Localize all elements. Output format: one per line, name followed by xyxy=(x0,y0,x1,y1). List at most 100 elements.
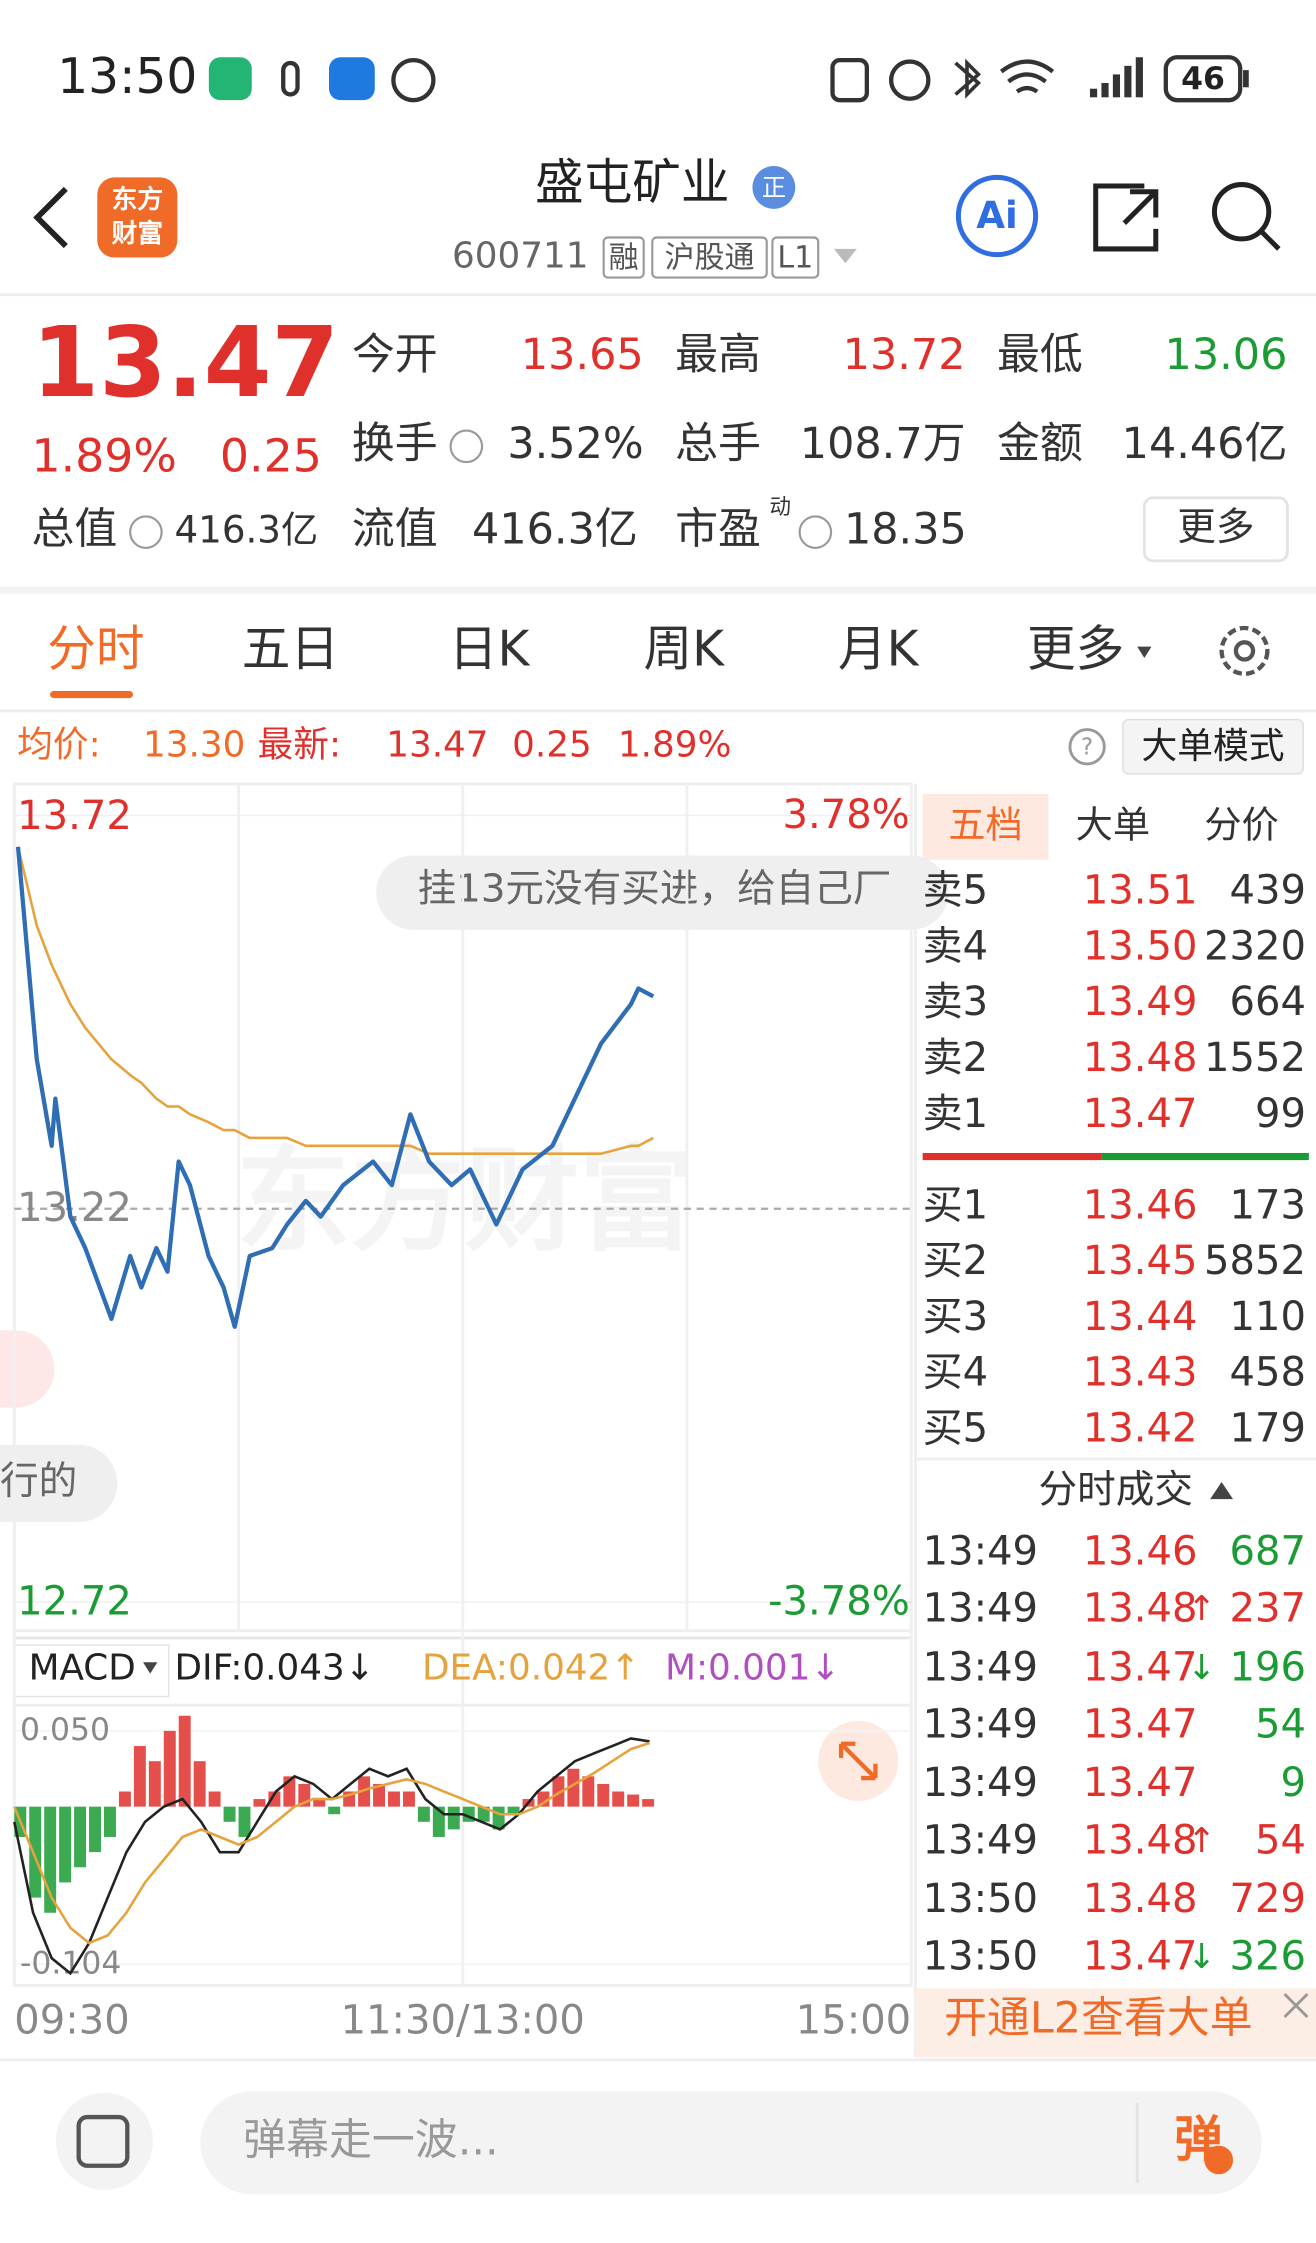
book-price: 13.48 xyxy=(1083,1035,1198,1081)
barrage-text: 挂13元没有买进，给自己厂 xyxy=(418,867,892,912)
info-change-pct: 1.89% xyxy=(618,725,732,766)
badge-text: 正 xyxy=(762,173,786,202)
badge xyxy=(752,165,796,209)
book-price: 13.42 xyxy=(1083,1405,1198,1451)
search-handle xyxy=(1259,229,1281,251)
m-label: M:0.001↓ xyxy=(665,1647,840,1688)
book-volume: 99 xyxy=(1255,1091,1306,1137)
macd-bar xyxy=(447,1806,460,1830)
field-label: 最低 xyxy=(997,330,1083,380)
barrage-input[interactable] xyxy=(200,2091,1262,2195)
trade-time: 13:50 xyxy=(923,1933,1038,1979)
battery-tip xyxy=(1243,70,1249,88)
book-volume: 664 xyxy=(1230,979,1306,1025)
macd-bar xyxy=(163,1730,176,1807)
macd-bar xyxy=(462,1806,475,1822)
barrage-bubble xyxy=(0,1444,118,1523)
ask-bar xyxy=(922,1152,1102,1161)
macd-bar xyxy=(597,1783,610,1807)
y2-tick-label: -3.78% xyxy=(768,1579,910,1625)
bluetooth-icon xyxy=(954,58,982,99)
trade-time: 13:49 xyxy=(923,1644,1038,1690)
mode-button[interactable] xyxy=(1122,718,1304,775)
macd-bar xyxy=(477,1806,490,1822)
book-volume: 110 xyxy=(1230,1294,1306,1340)
tab[interactable]: 更多 xyxy=(1027,621,1124,677)
macd-bar xyxy=(432,1806,445,1837)
share-button[interactable] xyxy=(1093,183,1159,252)
l2-banner[interactable] xyxy=(915,1988,1316,2058)
book-volume: 439 xyxy=(1230,868,1306,914)
macd-bar xyxy=(118,1791,131,1807)
macd-bar xyxy=(642,1799,655,1807)
close-button[interactable] xyxy=(1283,1993,1309,2018)
indicator-dropdown[interactable] xyxy=(143,1662,158,1674)
info-icon[interactable] xyxy=(798,515,833,549)
field-value: 416.3亿 xyxy=(472,505,638,555)
settings-button[interactable] xyxy=(1219,625,1270,676)
field-label: 今开 xyxy=(352,330,438,380)
macd-bar xyxy=(402,1791,415,1807)
more-button[interactable] xyxy=(1142,496,1289,563)
info-avg-label: 均价: xyxy=(17,725,101,766)
help-icon[interactable] xyxy=(1068,728,1106,766)
search-button[interactable] xyxy=(1211,182,1272,242)
indicator-name[interactable]: MACD xyxy=(29,1647,136,1688)
collapse-arrow[interactable] xyxy=(1210,1481,1234,1500)
trade-price: 13.47 xyxy=(1083,1933,1198,1979)
info-icon[interactable] xyxy=(129,515,163,549)
info-avg: 13.30 xyxy=(143,725,245,766)
back-button[interactable] xyxy=(33,186,68,249)
tab[interactable]: 周K xyxy=(643,621,725,677)
barrage-placeholder: 弹幕走一波... xyxy=(243,2115,498,2165)
field-value: 3.52% xyxy=(507,419,643,469)
field-label: 金额 xyxy=(997,419,1083,469)
macd-bar xyxy=(343,1791,356,1807)
trade-volume: 729 xyxy=(1230,1876,1306,1922)
book-label: 买5 xyxy=(923,1405,989,1451)
macd-bar xyxy=(44,1806,57,1913)
tab[interactable]: 日K xyxy=(449,621,531,677)
book-label: 买3 xyxy=(923,1294,989,1340)
ai-label[interactable]: Ai xyxy=(976,193,1018,237)
macd-bar xyxy=(133,1746,146,1807)
tag: 融 xyxy=(609,240,639,275)
field-label: 市盈 xyxy=(675,505,761,555)
tab-highlight xyxy=(922,793,1049,860)
book-label: 卖1 xyxy=(923,1091,989,1137)
trade-arrow: ↑ xyxy=(1187,1821,1216,1861)
more-button-label[interactable]: 更多 xyxy=(1177,505,1254,550)
wifi-icon xyxy=(999,59,1055,94)
tab[interactable]: 分时 xyxy=(47,621,144,677)
info-icon[interactable] xyxy=(449,429,484,464)
book-tab[interactable]: 大单 xyxy=(1076,802,1150,846)
macd-bar xyxy=(567,1768,580,1807)
x-tick-label: 09:30 xyxy=(14,1998,129,2044)
status-time: 13:50 xyxy=(57,49,197,105)
macd-bar xyxy=(283,1776,296,1807)
book-price: 13.47 xyxy=(1083,1091,1198,1137)
settings-core xyxy=(1233,640,1256,662)
book-tab[interactable]: 分价 xyxy=(1204,802,1278,846)
tab[interactable]: 月K xyxy=(838,621,920,677)
macd-bar xyxy=(537,1791,550,1807)
l2-banner-text[interactable]: 开通L2查看大单 xyxy=(944,1994,1253,2044)
book-volume: 1552 xyxy=(1204,1035,1306,1081)
dropdown-arrow[interactable] xyxy=(833,248,857,264)
mode-button-label[interactable]: 大单模式 xyxy=(1142,726,1285,767)
trade-arrow: ↓ xyxy=(1187,1648,1216,1688)
alarm-icon xyxy=(889,59,931,101)
y-tick-label: 13.72 xyxy=(17,793,132,839)
field-label: 流值 xyxy=(352,505,438,555)
trade-time: 13:49 xyxy=(923,1528,1038,1574)
trade-time: 13:49 xyxy=(923,1817,1038,1863)
ai-button[interactable] xyxy=(955,174,1039,258)
tab[interactable]: 五日 xyxy=(242,621,339,677)
book-price: 13.43 xyxy=(1083,1350,1198,1396)
book-tab[interactable]: 五档 xyxy=(948,802,1022,846)
book-volume: 179 xyxy=(1230,1405,1306,1451)
menu-button[interactable] xyxy=(55,2092,154,2191)
battery-level: 46 xyxy=(1181,61,1225,97)
barrage-send-button[interactable]: 弹 xyxy=(1174,2112,1223,2168)
